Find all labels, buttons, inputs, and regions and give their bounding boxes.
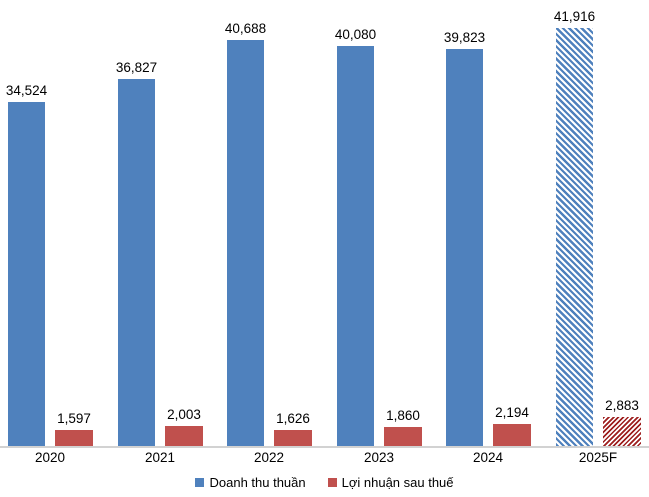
legend-item-profit: Lợi nhuận sau thuế [327, 475, 454, 490]
value-label-profit-2021: 2,003 [167, 407, 201, 422]
value-label-revenue-2021: 36,827 [115, 60, 158, 75]
plot-area: 34,524 1,597 36,827 2,003 40,688 1,626 40,080 1… [5, 9, 641, 446]
legend-label-revenue: Doanh thu thuần [209, 475, 306, 490]
bar-revenue-2022 [227, 40, 264, 446]
value-label-profit-2023: 1,860 [386, 408, 420, 423]
bar-profit-2024 [493, 424, 531, 446]
bar-revenue-2021 [118, 79, 155, 446]
bar-profit-2020 [55, 430, 93, 446]
value-label-revenue-2023: 40,080 [334, 27, 377, 42]
bar-profit-2022 [274, 430, 312, 446]
value-label-revenue-2022: 40,688 [224, 21, 267, 36]
value-label-profit-2025F: 2,883 [605, 398, 639, 413]
bar-profit-2023 [384, 427, 422, 446]
bar-revenue-2024 [446, 49, 483, 446]
value-label-profit-2020: 1,597 [57, 411, 91, 426]
value-label-revenue-2024: 39,823 [443, 30, 486, 45]
x-axis-label-2023: 2023 [363, 450, 395, 465]
value-label-profit-2024: 2,194 [495, 405, 529, 420]
bar-revenue-2020 [8, 102, 45, 446]
x-axis-label-2022: 2022 [253, 450, 285, 465]
x-axis-label-2025F: 2025F [578, 450, 618, 465]
legend-swatch-revenue-icon [195, 478, 205, 487]
value-label-profit-2022: 1,626 [276, 411, 310, 426]
x-axis-label-2024: 2024 [472, 450, 504, 465]
legend: Doanh thu thuần Lợi nhuận sau thuế [0, 475, 649, 490]
bar-revenue-2025F [556, 28, 593, 446]
x-axis-labels: 2020 2021 2022 2023 2024 2025F [0, 450, 649, 470]
bar-profit-2025F [603, 417, 641, 446]
legend-item-revenue: Doanh thu thuần [195, 475, 306, 490]
bar-profit-2021 [165, 426, 203, 446]
bar-revenue-2023 [337, 46, 374, 446]
value-label-revenue-2020: 34,524 [5, 83, 48, 98]
value-label-revenue-2025F: 41,916 [553, 9, 596, 24]
legend-swatch-profit-icon [327, 478, 337, 487]
x-axis-label-2020: 2020 [34, 450, 66, 465]
x-axis-line [0, 446, 649, 448]
x-axis-label-2021: 2021 [144, 450, 176, 465]
legend-label-profit: Lợi nhuận sau thuế [341, 475, 454, 490]
